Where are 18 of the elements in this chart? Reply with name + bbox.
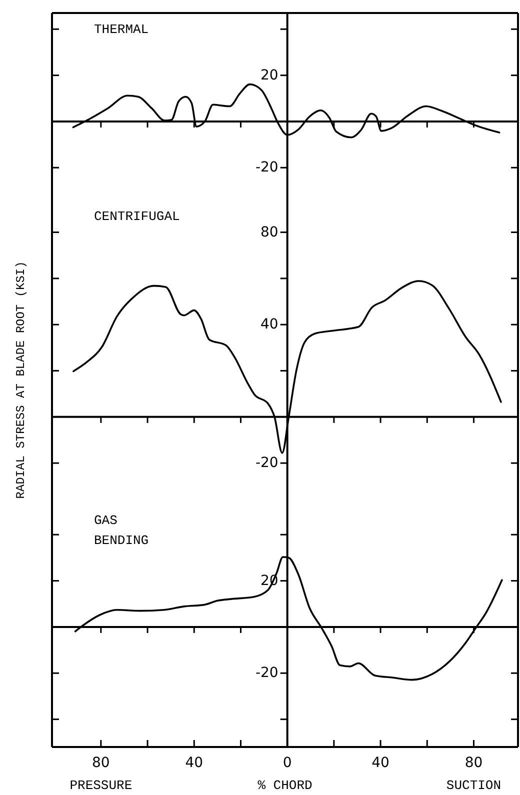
y-tick-label: -20 xyxy=(255,665,278,682)
text: SUCTION xyxy=(446,778,502,793)
x-tick-label: 80 xyxy=(92,755,110,771)
y-tick-label: 80 xyxy=(260,224,278,240)
y-tick-label: 40 xyxy=(260,316,278,333)
text: CENTRIFUGAL xyxy=(94,208,180,224)
text: PRESSURE xyxy=(70,778,132,793)
y-tick-label: 20 xyxy=(260,67,278,84)
x-axis-title: % CHORD xyxy=(258,778,313,793)
text: GAS BENDING xyxy=(94,513,149,548)
y-tick-label: -20 xyxy=(255,160,278,176)
y-axis-title: RADIAL STRESS AT BLADE ROOT (KSI) xyxy=(14,261,28,499)
x-tick-label: 0 xyxy=(282,755,292,771)
x-tick-label: 40 xyxy=(185,755,204,771)
x-tick-label: 40 xyxy=(372,755,390,771)
text: THERMAL xyxy=(94,22,149,37)
y-tick-label: -20 xyxy=(255,455,278,472)
x-tick-label: 80 xyxy=(464,755,483,771)
